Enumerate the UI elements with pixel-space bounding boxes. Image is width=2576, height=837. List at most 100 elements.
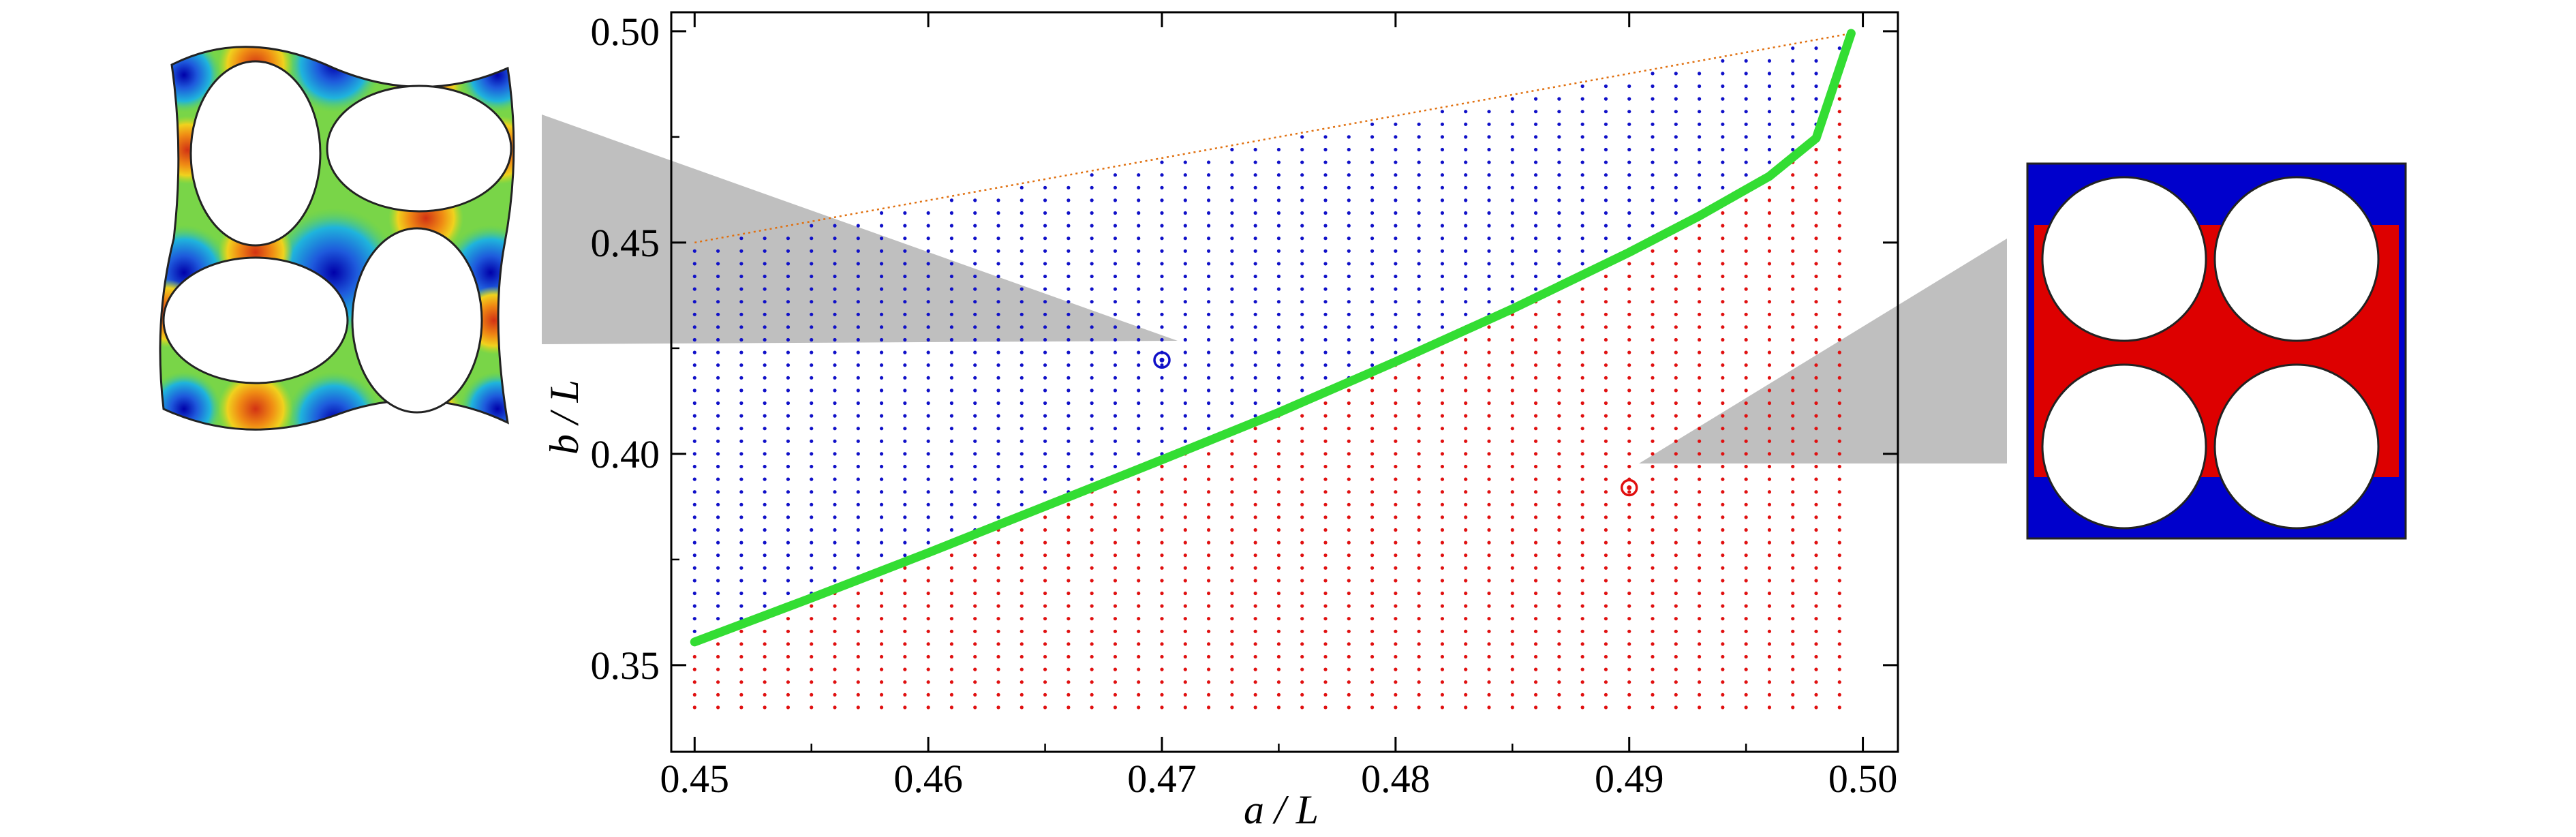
sample-point (1791, 705, 1795, 710)
sample-point (949, 350, 954, 354)
sample-point (1067, 237, 1071, 241)
sample-point (1276, 312, 1281, 316)
sample-point (1440, 464, 1445, 469)
sample-point (856, 300, 860, 304)
sample-point (1019, 604, 1024, 608)
sample-point (1510, 160, 1514, 164)
sample-point (856, 541, 860, 545)
sample-point (1697, 287, 1702, 291)
sample-point (1417, 502, 1421, 506)
sample-point (1791, 452, 1795, 456)
sample-point (1019, 439, 1024, 443)
sample-point (926, 389, 930, 393)
sample-point (1230, 300, 1234, 304)
sample-point (1791, 414, 1795, 418)
sample-point (1160, 528, 1164, 532)
sample-point (1113, 363, 1118, 367)
sample-point (1019, 680, 1024, 684)
sample-point (1697, 528, 1702, 532)
sample-point (810, 376, 814, 380)
sample-point (810, 363, 814, 367)
sample-point (1837, 642, 1841, 646)
sample-point (1137, 490, 1141, 494)
sample-point (1370, 249, 1375, 253)
sample-point (1464, 401, 1468, 406)
sample-point (1533, 274, 1538, 279)
sample-point (1487, 439, 1491, 443)
sample-point (1113, 337, 1118, 342)
sample-point (1767, 439, 1772, 443)
sample-point (1464, 224, 1468, 228)
sample-point (1604, 452, 1608, 456)
sample-point (1627, 667, 1631, 671)
sample-point (1557, 160, 1561, 164)
sample-point (1090, 579, 1094, 583)
sample-point (833, 337, 837, 342)
sample-point (810, 490, 814, 494)
sample-point (1300, 642, 1304, 646)
sample-point (1183, 591, 1187, 596)
sample-point (1767, 274, 1772, 279)
sample-point (949, 502, 954, 506)
sample-point (763, 401, 767, 406)
sample-point (1674, 312, 1678, 316)
sample-point (1744, 502, 1748, 506)
sample-point (1674, 211, 1678, 215)
sample-point (996, 629, 1000, 633)
sample-point (1651, 274, 1655, 279)
sample-point (856, 464, 860, 469)
sample-point (1417, 439, 1421, 443)
sample-point (1533, 287, 1538, 291)
sample-point (1464, 249, 1468, 253)
sample-point (1697, 350, 1702, 354)
sample-point (1440, 427, 1445, 431)
sample-point (856, 693, 860, 697)
sample-point (1370, 427, 1375, 431)
sample-point (1183, 312, 1187, 316)
sample-point (1347, 705, 1351, 710)
sample-point (692, 439, 696, 443)
sample-point (716, 693, 720, 697)
sample-point (1137, 654, 1141, 659)
sample-point (1206, 249, 1211, 253)
sample-point (1067, 249, 1071, 253)
sample-point (1347, 502, 1351, 506)
sample-point (1510, 591, 1514, 596)
sample-point (1043, 654, 1047, 659)
sample-point (1464, 376, 1468, 380)
sample-point (1721, 528, 1725, 532)
sample-point (1300, 300, 1304, 304)
sample-point (1510, 604, 1514, 608)
sample-point (1557, 401, 1561, 406)
sample-point (1604, 312, 1608, 316)
sample-point (1697, 515, 1702, 519)
sample-point (1464, 642, 1468, 646)
sample-point (1510, 173, 1514, 177)
sample-point (1604, 325, 1608, 329)
sample-point (1276, 173, 1281, 177)
sample-point (1067, 553, 1071, 558)
sample-point (786, 528, 791, 532)
sample-point (1300, 439, 1304, 443)
sample-point (1370, 553, 1375, 558)
sample-point (1837, 464, 1841, 469)
sample-point (1230, 160, 1234, 164)
sample-point (1206, 604, 1211, 608)
sample-point (879, 705, 884, 710)
sample-point (856, 363, 860, 367)
sample-point (1113, 262, 1118, 266)
sample-point (973, 237, 977, 241)
sample-point (1206, 262, 1211, 266)
sample-point (1206, 414, 1211, 418)
sample-point (739, 337, 743, 342)
sample-point (1510, 705, 1514, 710)
left-callout-wedge (542, 115, 1178, 344)
sample-point (856, 566, 860, 570)
sample-point (1580, 350, 1584, 354)
sample-point (716, 376, 720, 380)
sample-point (1604, 198, 1608, 202)
sample-point (1580, 122, 1584, 126)
sample-point (1300, 312, 1304, 316)
sample-point (1674, 350, 1678, 354)
sample-point (1604, 185, 1608, 189)
